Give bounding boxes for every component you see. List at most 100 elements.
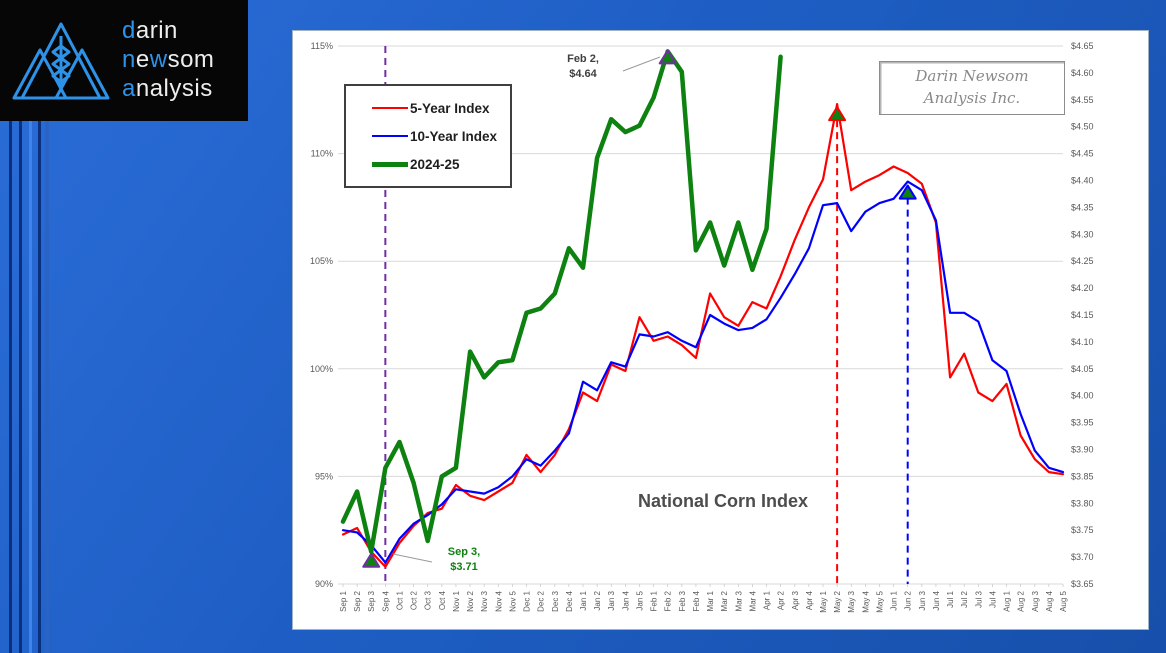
svg-text:Nov 3: Nov 3	[480, 590, 489, 611]
svg-text:Jan 4: Jan 4	[621, 590, 630, 610]
svg-text:Mar 1: Mar 1	[706, 590, 715, 611]
svg-text:Oct 1: Oct 1	[396, 590, 405, 610]
svg-text:Jun 2: Jun 2	[904, 590, 913, 610]
annotation-date: Sep 3,	[447, 546, 481, 558]
svg-text:Mar 2: Mar 2	[720, 590, 729, 611]
svg-text:$4.65: $4.65	[1071, 41, 1094, 51]
brand-logo: darin newsom analysis	[0, 0, 248, 121]
svg-text:Apr 2: Apr 2	[777, 590, 786, 610]
annotation-price: $3.71	[450, 560, 478, 573]
svg-text:Jul 1: Jul 1	[946, 590, 955, 607]
svg-text:$4.60: $4.60	[1071, 68, 1094, 78]
svg-text:90%: 90%	[315, 579, 333, 589]
svg-text:Jun 1: Jun 1	[890, 590, 899, 610]
svg-text:Aug 1: Aug 1	[1003, 590, 1012, 611]
decor-stripe	[45, 120, 49, 653]
svg-text:Dec 3: Dec 3	[551, 590, 560, 611]
decor-stripe	[9, 120, 12, 653]
svg-text:Oct 3: Oct 3	[424, 590, 433, 610]
svg-text:$4.10: $4.10	[1071, 337, 1094, 347]
svg-text:$3.75: $3.75	[1071, 525, 1094, 535]
svg-text:Dec 1: Dec 1	[523, 590, 532, 611]
svg-text:95%: 95%	[315, 471, 333, 481]
svg-text:Nov 4: Nov 4	[494, 590, 503, 611]
svg-text:Jul 2: Jul 2	[960, 590, 969, 607]
watermark-box: Darin Newsom Analysis Inc.	[879, 61, 1065, 115]
svg-text:Mar 4: Mar 4	[748, 590, 757, 611]
svg-text:Jan 1: Jan 1	[579, 590, 588, 610]
svg-text:Sep 2: Sep 2	[353, 590, 362, 611]
svg-text:Jul 3: Jul 3	[974, 590, 983, 607]
chart-title: National Corn Index	[637, 491, 808, 511]
svg-text:Jun 3: Jun 3	[918, 590, 927, 610]
annotation-price: $4.64	[569, 67, 597, 80]
svg-text:Apr 4: Apr 4	[805, 590, 814, 610]
legend-item-10-year: 10-Year Index	[372, 129, 506, 144]
svg-text:Nov 5: Nov 5	[508, 590, 517, 611]
chart-legend: 5-Year Index 10-Year Index 2024-25	[344, 84, 512, 188]
svg-text:$3.70: $3.70	[1071, 552, 1094, 562]
decor-stripe	[38, 120, 41, 653]
watermark-line2: Analysis Inc.	[923, 89, 1021, 107]
legend-label: 2024-25	[410, 156, 460, 172]
svg-text:Sep 4: Sep 4	[381, 590, 390, 611]
legend-label: 10-Year Index	[410, 128, 498, 144]
decor-stripe	[19, 120, 22, 653]
svg-text:115%: 115%	[311, 41, 333, 51]
legend-swatch-2024-25	[372, 161, 408, 167]
mountain-wheat-icon	[12, 22, 110, 100]
svg-text:Nov 1: Nov 1	[452, 590, 461, 611]
svg-text:May 4: May 4	[861, 590, 870, 612]
brand-wordmark: darin newsom analysis	[122, 17, 215, 102]
svg-text:$4.25: $4.25	[1071, 256, 1094, 266]
svg-text:$4.45: $4.45	[1071, 149, 1094, 159]
svg-text:$4.50: $4.50	[1071, 122, 1094, 132]
svg-text:Jan 5: Jan 5	[636, 590, 645, 610]
annotation-feb-high: Feb 2, $4.64	[545, 52, 621, 82]
svg-text:$3.80: $3.80	[1071, 498, 1094, 508]
svg-text:Feb 3: Feb 3	[678, 590, 687, 611]
svg-text:$4.20: $4.20	[1071, 283, 1094, 293]
svg-text:$4.00: $4.00	[1071, 391, 1094, 401]
svg-text:$4.55: $4.55	[1071, 95, 1094, 105]
svg-text:Oct 4: Oct 4	[438, 590, 447, 610]
svg-text:$3.65: $3.65	[1071, 579, 1094, 589]
svg-text:Apr 1: Apr 1	[763, 590, 772, 610]
annotation-date: Feb 2,	[567, 53, 599, 65]
svg-text:$4.05: $4.05	[1071, 364, 1094, 374]
svg-text:Dec 2: Dec 2	[537, 590, 546, 611]
svg-text:Jun 4: Jun 4	[932, 590, 941, 610]
svg-text:May 2: May 2	[833, 590, 842, 612]
legend-item-2024-25: 2024-25	[372, 157, 506, 172]
svg-text:Jan 2: Jan 2	[593, 590, 602, 610]
svg-text:May 5: May 5	[876, 590, 885, 612]
svg-text:110%: 110%	[311, 149, 333, 159]
svg-text:$4.15: $4.15	[1071, 310, 1094, 320]
svg-text:Dec 4: Dec 4	[565, 590, 574, 611]
svg-text:105%: 105%	[310, 256, 333, 266]
legend-item-5-year: 5-Year Index	[372, 101, 506, 116]
svg-text:Aug 2: Aug 2	[1017, 590, 1026, 611]
legend-swatch-5-year	[372, 107, 408, 109]
watermark-line1: Darin Newsom	[915, 67, 1029, 86]
svg-text:$4.30: $4.30	[1071, 229, 1094, 239]
legend-label: 5-Year Index	[410, 100, 490, 116]
svg-text:$3.85: $3.85	[1071, 471, 1094, 481]
svg-text:Oct 2: Oct 2	[410, 590, 419, 610]
svg-text:$4.35: $4.35	[1071, 202, 1094, 212]
svg-text:$3.90: $3.90	[1071, 445, 1094, 455]
svg-text:Feb 4: Feb 4	[692, 590, 701, 611]
corn-index-chart: 115% 110% 105% 100% 95% 90% $4.65 $4.60 $4.55 $4.…	[310, 41, 1094, 613]
svg-text:Aug 3: Aug 3	[1031, 590, 1040, 611]
svg-text:Sep 1: Sep 1	[339, 590, 348, 611]
svg-text:Jul 4: Jul 4	[988, 590, 997, 607]
svg-text:Sep 3: Sep 3	[367, 590, 376, 611]
svg-text:Aug 5: Aug 5	[1059, 590, 1068, 611]
svg-text:Feb 2: Feb 2	[664, 590, 673, 611]
svg-text:$4.40: $4.40	[1071, 176, 1094, 186]
svg-text:Feb 1: Feb 1	[650, 590, 659, 611]
svg-text:Nov 2: Nov 2	[466, 590, 475, 611]
svg-text:$3.95: $3.95	[1071, 418, 1094, 428]
svg-text:Jan 3: Jan 3	[607, 590, 616, 610]
